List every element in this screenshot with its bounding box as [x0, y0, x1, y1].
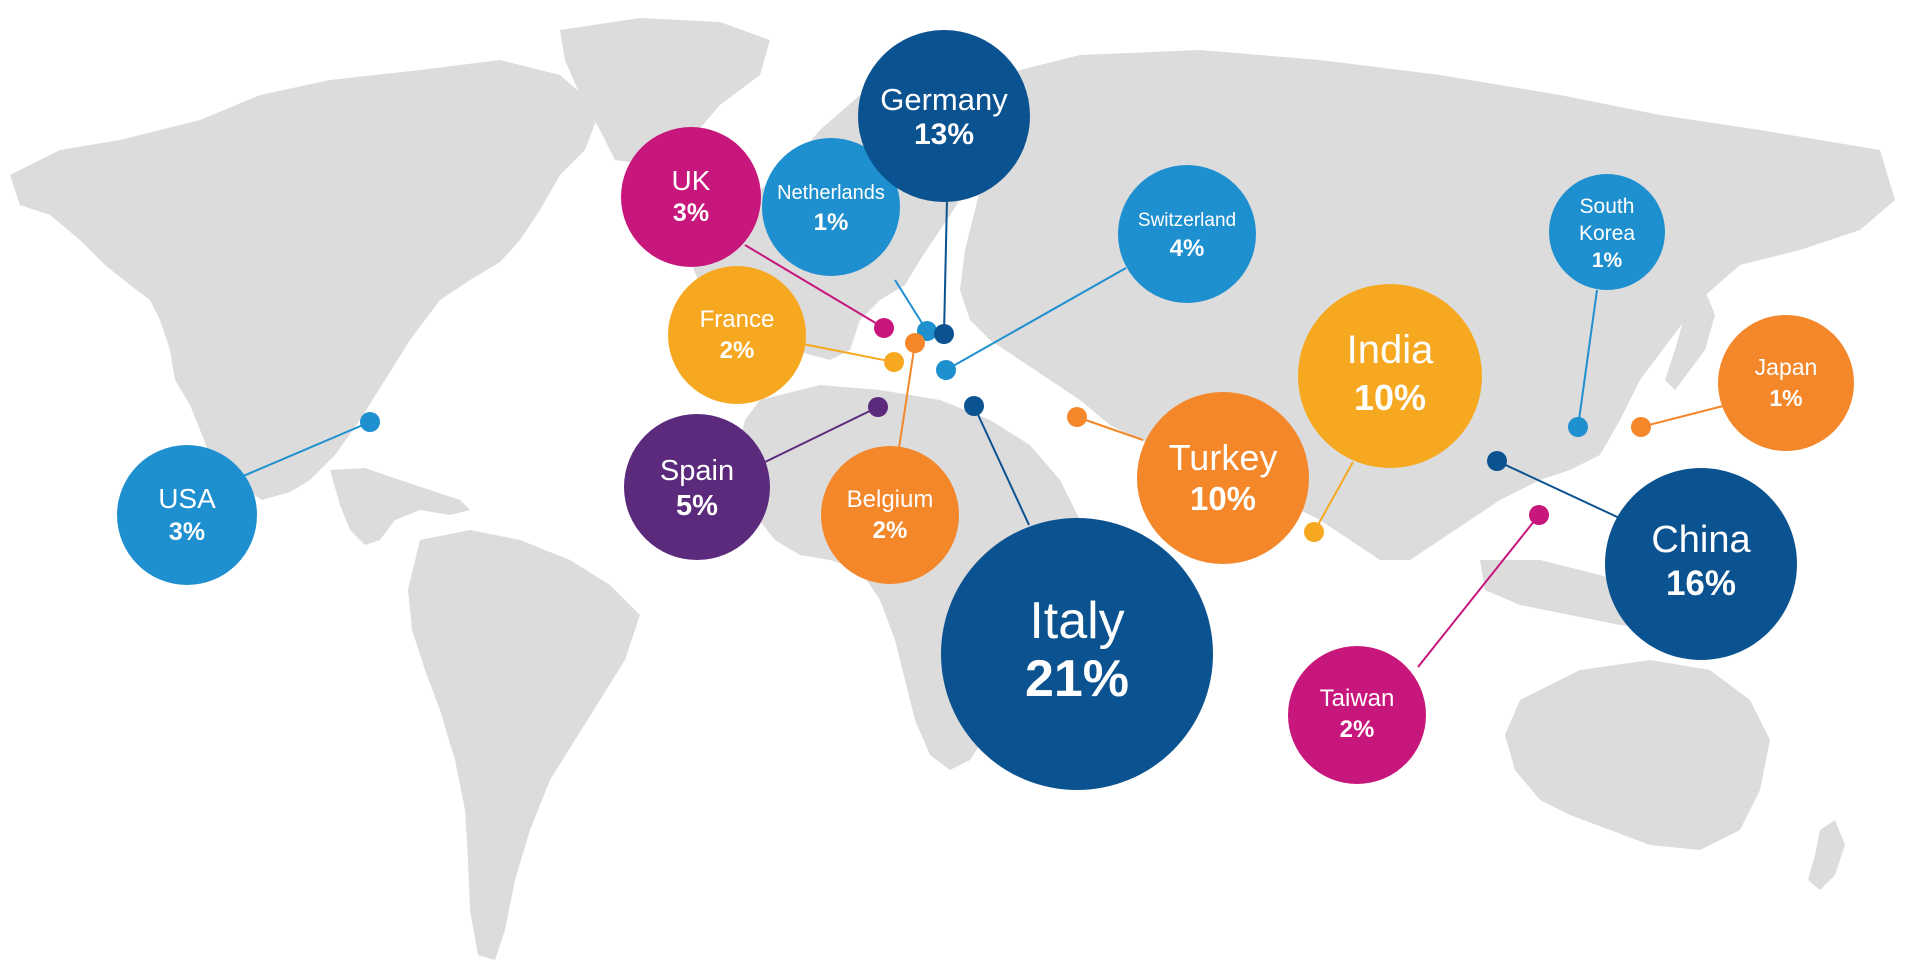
taiwan-dot [1529, 505, 1549, 525]
india-dot [1304, 522, 1324, 542]
bubble-italy[interactable]: Italy 21% [941, 518, 1213, 790]
bubble-belgium-circle [821, 446, 959, 584]
australia-landmass [1505, 660, 1770, 850]
south-korea-dot [1568, 417, 1588, 437]
bubble-usa-name: USA [158, 483, 216, 514]
bubble-taiwan-circle [1288, 646, 1426, 784]
japan-connector [1640, 405, 1724, 428]
bubble-japan-pct: 1% [1769, 385, 1802, 411]
bubble-switzerland-circle [1118, 165, 1256, 303]
bubble-germany-circle [858, 30, 1030, 202]
italy-connector [973, 405, 1030, 526]
central-america-landmass [330, 468, 470, 545]
bubble-italy-name: Italy [1029, 592, 1124, 650]
turkey-dot [1067, 407, 1087, 427]
bubble-turkey-pct: 10% [1190, 480, 1256, 517]
north-america-landmass [10, 60, 600, 500]
bubble-switzerland-name: Switzerland [1138, 210, 1236, 231]
switzerland-dot [936, 360, 956, 380]
bubble-south-korea-circle [1549, 174, 1665, 290]
bubble-japan-circle [1718, 315, 1854, 451]
bubble-germany-pct: 13% [914, 118, 974, 151]
bubble-uk-circle [621, 127, 761, 267]
japan-landmass [1665, 290, 1715, 390]
bubble-netherlands-name: Netherlands [777, 182, 885, 204]
japan-dot [1631, 417, 1651, 437]
bubble-netherlands-pct: 1% [814, 209, 849, 236]
italy-dot [964, 396, 984, 416]
germany-dot [934, 324, 954, 344]
south-korea-connector [1577, 289, 1598, 428]
belgium-connector [898, 342, 916, 449]
china-dot [1487, 451, 1507, 471]
bubble-taiwan-pct: 2% [1340, 716, 1375, 743]
bubble-japan-name: Japan [1755, 354, 1818, 380]
india-connector [1313, 461, 1354, 533]
bubble-france[interactable]: France 2% [668, 266, 806, 404]
taiwan-connector [1417, 514, 1540, 668]
bubble-usa-circle [117, 445, 257, 585]
bubble-china-pct: 16% [1666, 564, 1736, 603]
usa-dot [360, 412, 380, 432]
bubble-uk-pct: 3% [673, 199, 709, 227]
bubble-india-name: India [1347, 328, 1434, 372]
bubble-france-circle [668, 266, 806, 404]
bubble-italy-circle [941, 518, 1213, 790]
bubble-netherlands[interactable]: Netherlands 1% [762, 138, 900, 276]
germany-connector [943, 198, 948, 335]
bubble-spain-pct: 5% [676, 490, 718, 522]
bubble-uk[interactable]: UK 3% [621, 127, 761, 267]
bubble-usa[interactable]: USA 3% [117, 445, 257, 585]
netherlands-connector [894, 279, 928, 332]
bubble-spain[interactable]: Spain 5% [624, 414, 770, 560]
country-bubbles: USA 3% UK 3% Netherlands 1% Germany 13% … [117, 30, 1854, 790]
south-america-landmass [408, 530, 640, 960]
bubble-italy-pct: 21% [1025, 650, 1129, 708]
uk-connector [744, 244, 885, 329]
turkey-connector [1076, 416, 1144, 441]
bubble-japan[interactable]: Japan 1% [1718, 315, 1854, 451]
bubble-france-pct: 2% [720, 337, 755, 364]
bubble-south-korea-name-line1: South [1580, 195, 1635, 218]
bubble-spain-name: Spain [660, 455, 734, 487]
bubble-turkey[interactable]: Turkey 10% [1137, 392, 1309, 564]
bubble-south-korea-pct: 1% [1592, 249, 1623, 272]
uk-dot [874, 318, 894, 338]
france-dot [884, 352, 904, 372]
belgium-dot [905, 333, 925, 353]
bubble-belgium-pct: 2% [873, 517, 908, 544]
bubble-india-pct: 10% [1354, 377, 1426, 418]
bubble-south-korea[interactable]: South Korea 1% [1549, 174, 1665, 290]
bubble-netherlands-circle [762, 138, 900, 276]
france-connector [802, 343, 895, 363]
bubble-spain-circle [624, 414, 770, 560]
bubble-germany[interactable]: Germany 13% [858, 30, 1030, 202]
bubble-france-name: France [700, 306, 775, 333]
new-zealand-landmass [1808, 820, 1845, 890]
bubble-india[interactable]: India 10% [1298, 284, 1482, 468]
spain-dot [868, 397, 888, 417]
bubble-uk-name: UK [672, 165, 711, 196]
bubble-south-korea-name-line2: Korea [1579, 222, 1635, 245]
bubble-belgium[interactable]: Belgium 2% [821, 446, 959, 584]
bubble-belgium-name: Belgium [847, 486, 934, 513]
bubble-taiwan-name: Taiwan [1320, 685, 1395, 712]
spain-connector [764, 406, 879, 463]
bubble-taiwan[interactable]: Taiwan 2% [1288, 646, 1426, 784]
greenland-landmass [560, 18, 770, 165]
bubble-usa-pct: 3% [169, 518, 205, 546]
bubble-germany-name: Germany [880, 82, 1008, 117]
bubble-india-circle [1298, 284, 1482, 468]
bubble-turkey-circle [1137, 392, 1309, 564]
china-connector [1496, 460, 1629, 523]
bubble-china-name: China [1651, 519, 1751, 561]
bubble-switzerland-pct: 4% [1170, 235, 1205, 262]
switzerland-connector [945, 267, 1127, 371]
bubble-turkey-name: Turkey [1169, 437, 1278, 478]
bubble-switzerland[interactable]: Switzerland 4% [1118, 165, 1256, 303]
bubble-china-circle [1605, 468, 1797, 660]
location-dots [360, 318, 1651, 542]
bubble-china[interactable]: China 16% [1605, 468, 1797, 660]
